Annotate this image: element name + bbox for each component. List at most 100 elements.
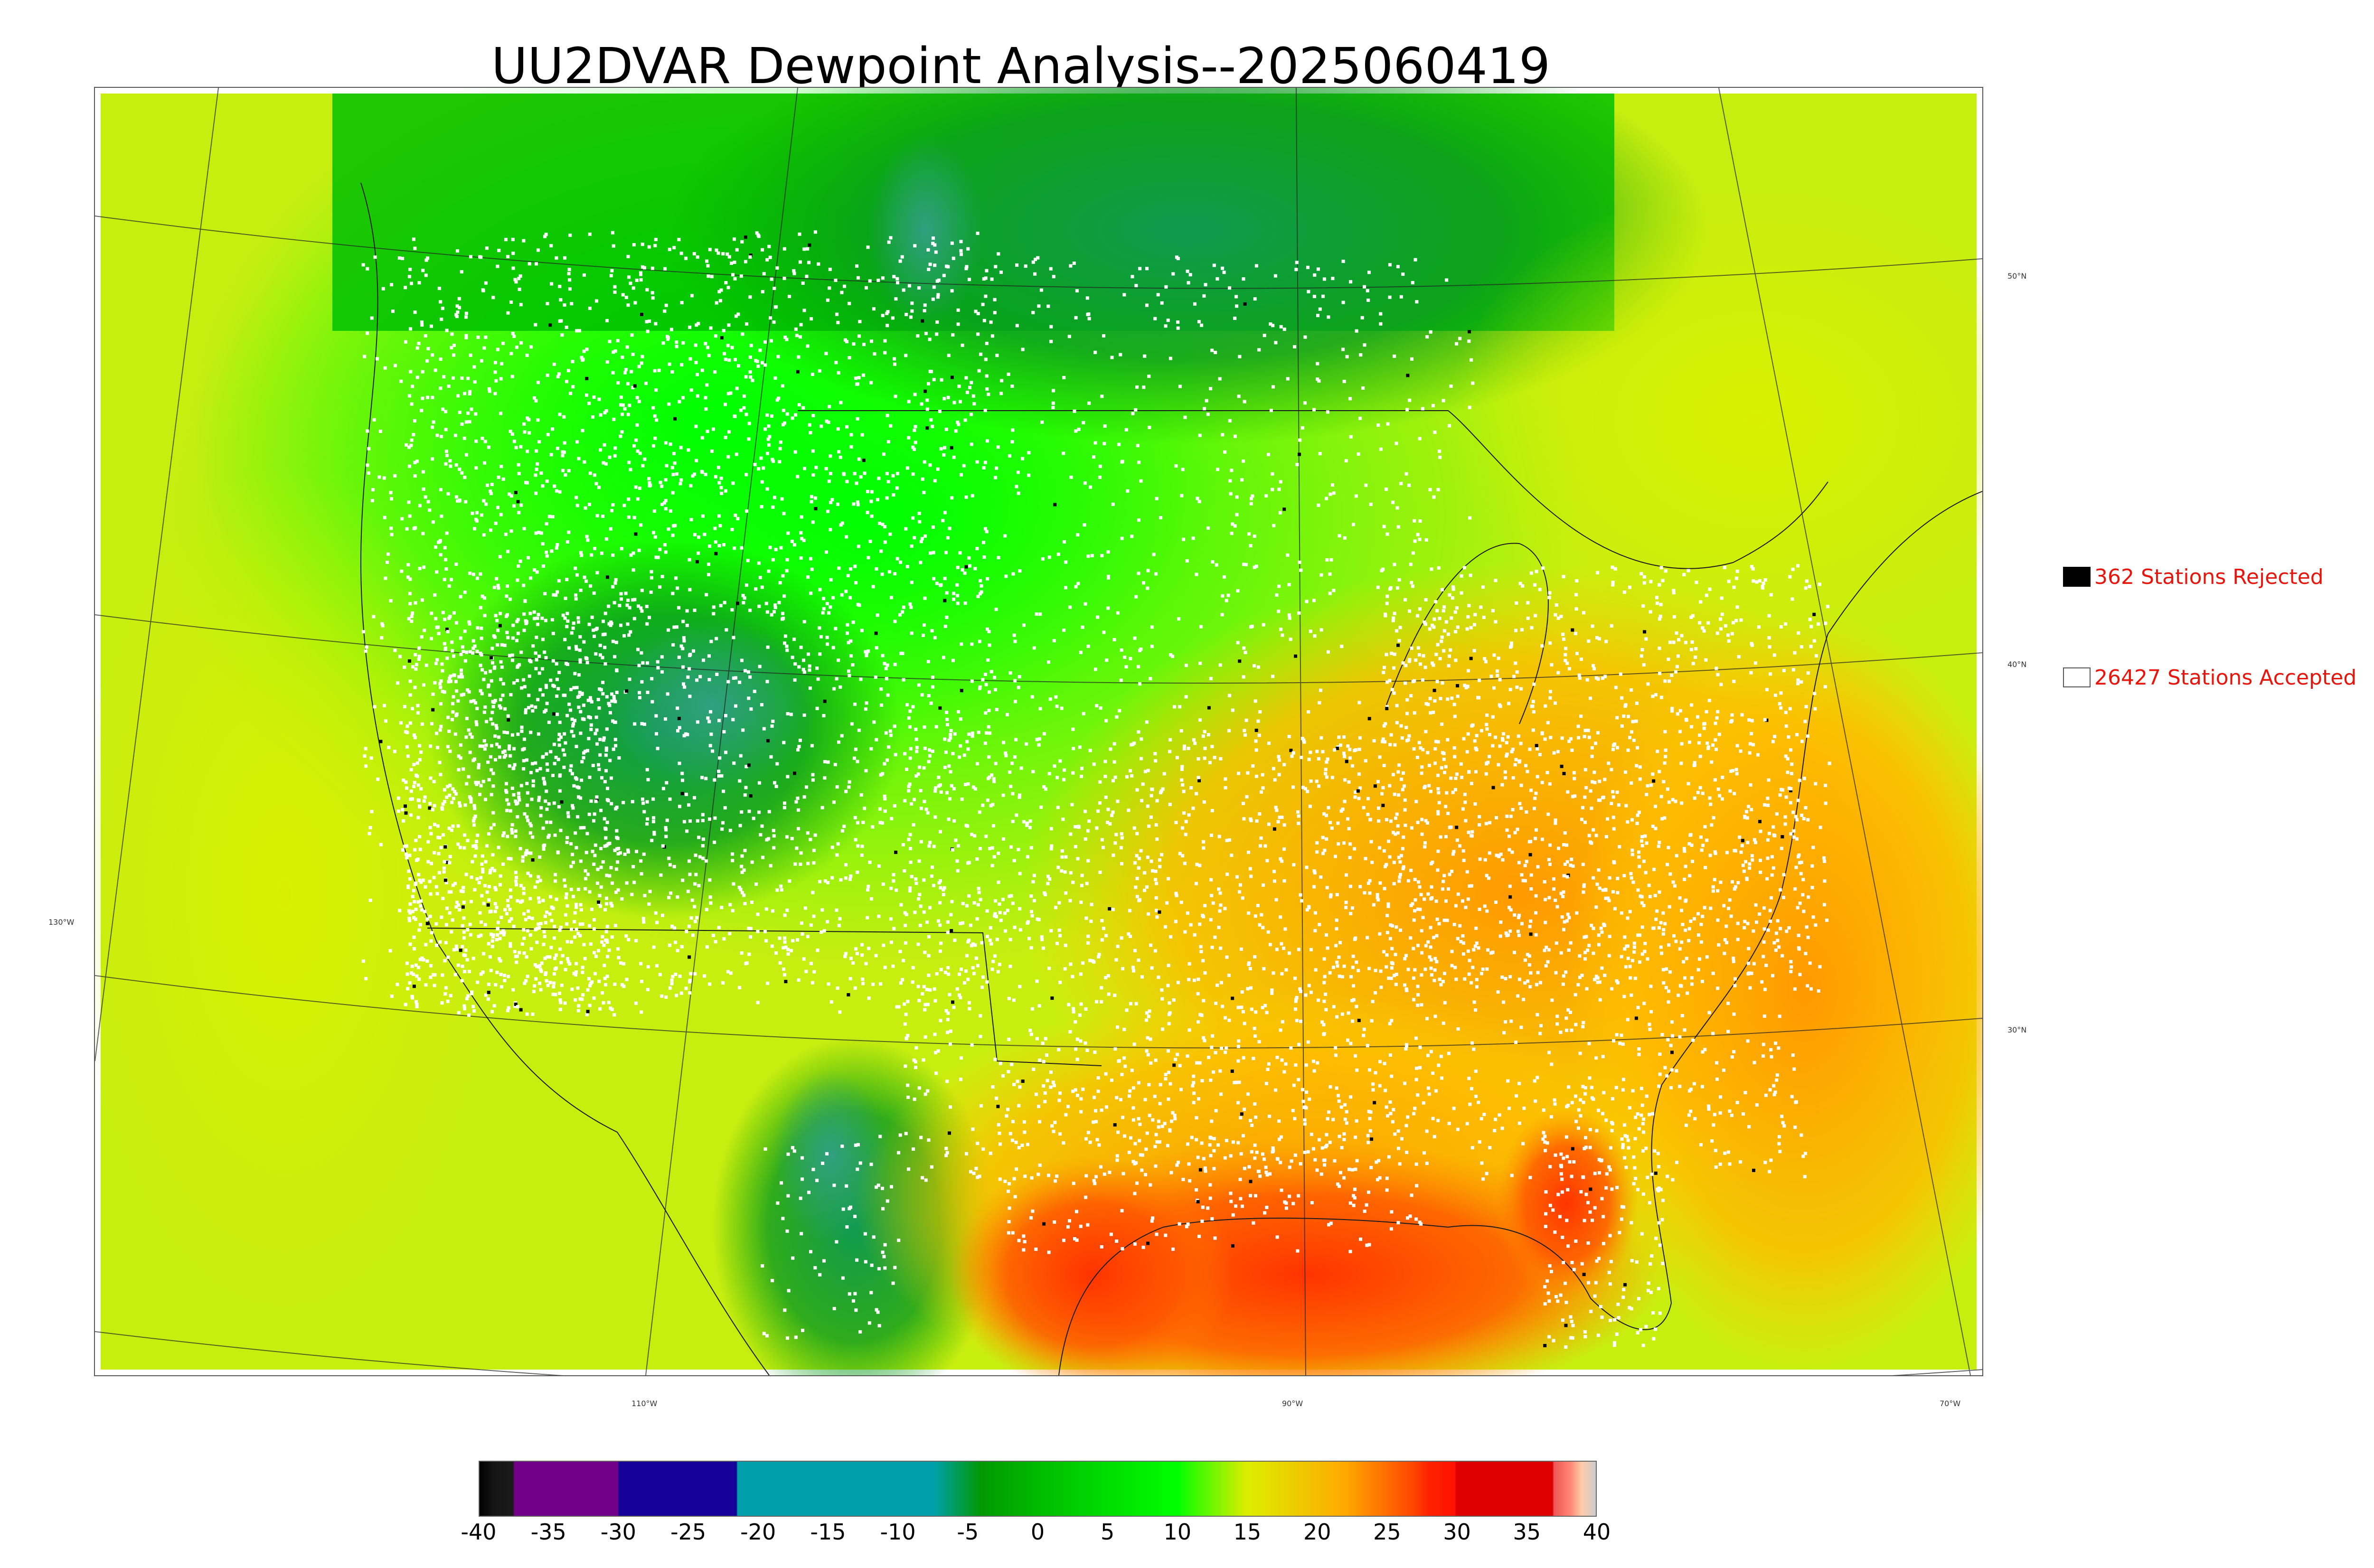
accepted-station-marker — [608, 759, 612, 762]
accepted-station-marker — [434, 545, 438, 549]
accepted-station-marker — [861, 373, 865, 377]
accepted-station-marker — [1198, 864, 1202, 867]
accepted-station-marker — [1526, 616, 1530, 620]
accepted-station-marker — [1394, 441, 1398, 445]
accepted-station-marker — [1154, 1164, 1158, 1168]
accepted-station-marker — [410, 438, 414, 442]
accepted-station-marker — [1550, 998, 1554, 1002]
accepted-station-marker — [991, 824, 995, 828]
accepted-station-marker — [749, 344, 753, 347]
accepted-station-marker — [435, 570, 439, 574]
accepted-station-marker — [946, 536, 950, 540]
accepted-station-marker — [1669, 1086, 1673, 1089]
accepted-station-marker — [1098, 476, 1102, 479]
accepted-station-marker — [366, 267, 369, 271]
accepted-station-marker — [605, 902, 609, 906]
accepted-station-marker — [1328, 592, 1332, 595]
accepted-station-marker — [1100, 986, 1103, 990]
accepted-station-marker — [652, 831, 656, 835]
accepted-station-marker — [1123, 1064, 1127, 1068]
accepted-station-marker — [1195, 863, 1199, 866]
accepted-station-marker — [693, 472, 696, 476]
accepted-station-marker — [740, 951, 744, 955]
accepted-station-marker — [1039, 288, 1043, 292]
accepted-station-marker — [650, 576, 653, 580]
accepted-station-marker — [1093, 441, 1097, 445]
accepted-station-marker — [838, 917, 842, 920]
rejected-station-marker — [1294, 654, 1298, 658]
accepted-station-marker — [761, 855, 765, 859]
accepted-station-marker — [454, 905, 458, 909]
accepted-station-marker — [1192, 1091, 1196, 1095]
accepted-station-marker — [1042, 785, 1046, 789]
accepted-station-marker — [688, 588, 692, 592]
accepted-station-marker — [1265, 1011, 1269, 1014]
accepted-station-marker — [1583, 935, 1586, 939]
accepted-station-marker — [1228, 694, 1232, 697]
accepted-station-marker — [441, 833, 445, 837]
accepted-station-marker — [1085, 296, 1089, 300]
accepted-station-marker — [928, 841, 932, 845]
accepted-station-marker — [1746, 841, 1750, 845]
accepted-station-marker — [389, 491, 393, 495]
accepted-station-marker — [916, 985, 920, 988]
accepted-station-marker — [1768, 909, 1772, 912]
accepted-station-marker — [1686, 991, 1689, 995]
accepted-station-marker — [1357, 772, 1361, 776]
accepted-station-marker — [660, 503, 664, 506]
accepted-station-marker — [949, 1029, 952, 1033]
accepted-station-marker — [1640, 901, 1644, 905]
accepted-station-marker — [1155, 1140, 1159, 1144]
accepted-station-marker — [1008, 938, 1012, 941]
accepted-station-marker — [1008, 671, 1012, 675]
accepted-station-marker — [697, 551, 700, 555]
accepted-station-marker — [1116, 945, 1120, 948]
accepted-station-marker — [1741, 864, 1745, 867]
accepted-station-marker — [1080, 767, 1083, 770]
accepted-station-marker — [870, 339, 873, 343]
accepted-station-marker — [966, 824, 970, 828]
accepted-station-marker — [1074, 1047, 1078, 1051]
accepted-station-marker — [672, 524, 675, 528]
accepted-station-marker — [1397, 763, 1401, 767]
accepted-station-marker — [1323, 848, 1327, 852]
accepted-station-marker — [1793, 887, 1797, 891]
accepted-station-marker — [1583, 820, 1587, 824]
accepted-station-marker — [909, 605, 913, 609]
accepted-station-marker — [1399, 482, 1403, 485]
accepted-station-marker — [1292, 863, 1296, 867]
accepted-station-marker — [797, 665, 801, 669]
accepted-station-marker — [435, 892, 439, 896]
accepted-station-marker — [963, 571, 967, 575]
accepted-station-marker — [881, 276, 885, 280]
accepted-station-marker — [1471, 966, 1475, 969]
accepted-station-marker — [709, 901, 713, 905]
accepted-station-marker — [931, 685, 935, 689]
accepted-station-marker — [609, 623, 612, 627]
accepted-station-marker — [1000, 379, 1004, 383]
accepted-station-marker — [1273, 274, 1277, 278]
accepted-station-marker — [613, 446, 617, 450]
accepted-station-marker — [1196, 776, 1200, 779]
accepted-station-marker — [1260, 790, 1263, 794]
accepted-station-marker — [1133, 861, 1137, 865]
accepted-station-marker — [861, 982, 865, 986]
accepted-station-marker — [797, 355, 801, 359]
accepted-station-marker — [1382, 724, 1386, 728]
accepted-station-marker — [1357, 748, 1361, 751]
accepted-station-marker — [1121, 1116, 1125, 1119]
accepted-station-marker — [1728, 1109, 1732, 1113]
accepted-station-marker — [951, 256, 955, 260]
accepted-station-marker — [463, 591, 467, 594]
accepted-station-marker — [783, 940, 787, 944]
accepted-station-marker — [1789, 748, 1793, 752]
accepted-station-marker — [497, 957, 501, 961]
accepted-station-marker — [1519, 807, 1523, 810]
accepted-station-marker — [1777, 945, 1781, 949]
accepted-station-marker — [971, 394, 975, 398]
accepted-station-marker — [690, 898, 694, 902]
accepted-station-marker — [927, 973, 931, 977]
accepted-station-marker — [1519, 1025, 1523, 1029]
accepted-station-marker — [942, 886, 946, 890]
accepted-station-marker — [1148, 425, 1151, 429]
